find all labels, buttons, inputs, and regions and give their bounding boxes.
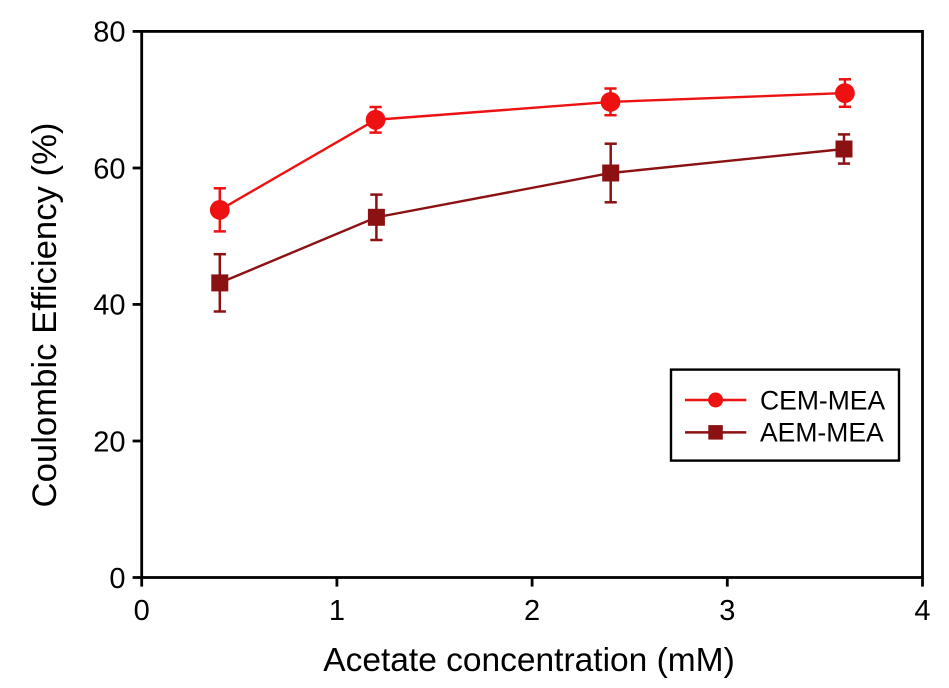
svg-text:20: 20 — [93, 426, 125, 458]
svg-text:3: 3 — [719, 595, 735, 627]
svg-text:1: 1 — [329, 595, 345, 627]
svg-text:0: 0 — [109, 563, 125, 595]
svg-text:2: 2 — [524, 595, 540, 627]
svg-text:4: 4 — [914, 595, 930, 627]
svg-text:Coulombic Efficiency (%): Coulombic Efficiency (%) — [26, 123, 64, 508]
svg-text:40: 40 — [93, 290, 125, 322]
svg-text:AEM-MEA: AEM-MEA — [760, 418, 884, 448]
svg-text:CEM-MEA: CEM-MEA — [760, 385, 885, 415]
svg-text:Acetate concentration (mM): Acetate concentration (mM) — [323, 642, 734, 679]
svg-text:80: 80 — [93, 17, 125, 49]
svg-text:0: 0 — [134, 595, 150, 627]
svg-text:60: 60 — [93, 153, 125, 185]
